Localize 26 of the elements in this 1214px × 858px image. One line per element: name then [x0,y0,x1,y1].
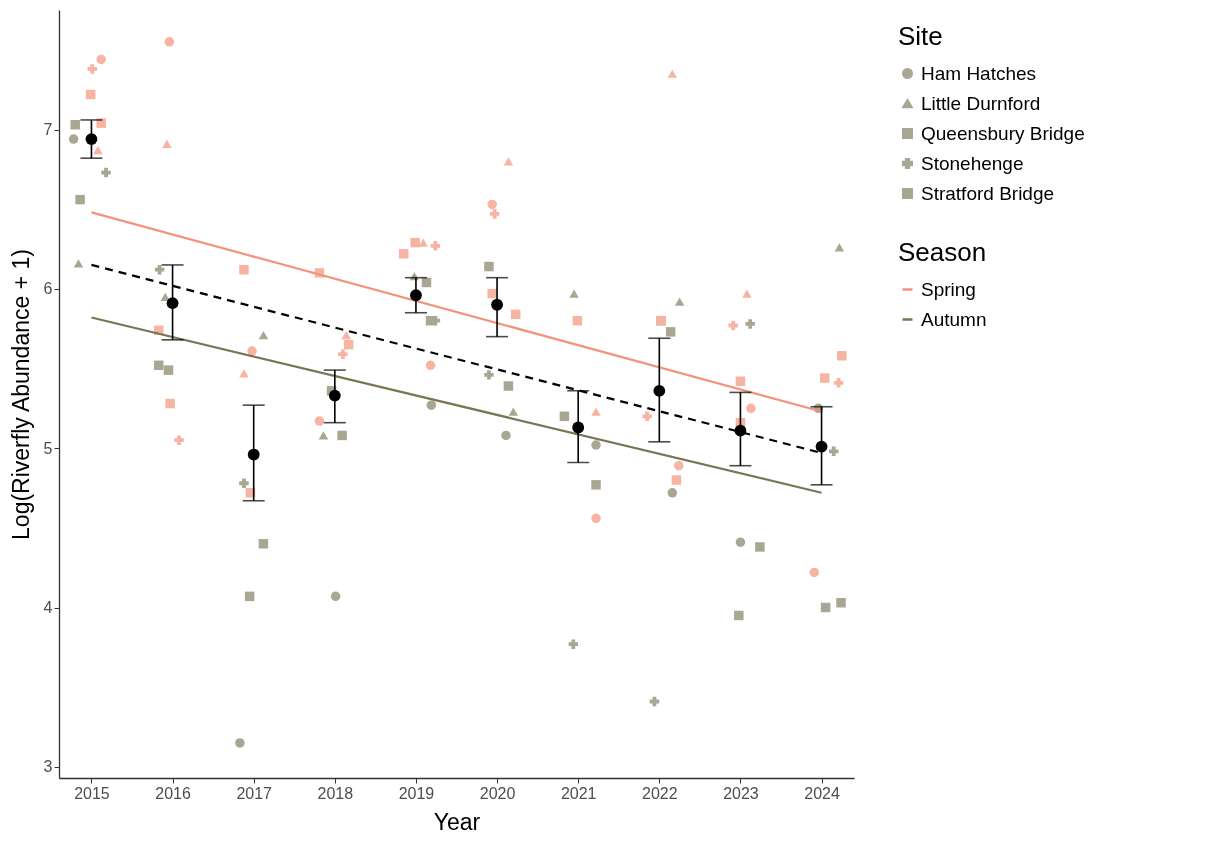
legend-label: Little Durnford [921,92,1041,114]
y-tick-label: 5 [43,439,53,457]
y-tick-label: 7 [43,121,53,138]
x-tick-label: 2016 [155,784,191,802]
text: Site [898,21,943,51]
x-tick-label: 2023 [723,784,759,802]
legend-label: Stratford Bridge [921,182,1055,204]
y-tick-label: 6 [43,280,53,298]
x-tick-label: 2020 [479,784,516,802]
y-tick-label: 3 [43,758,53,776]
x-tick-label: 2019 [398,784,435,802]
x-tick-label: 2024 [804,784,840,802]
text: Season [898,237,987,267]
x-tick-label: 2017 [236,784,273,802]
legend-label: Autumn [921,308,987,330]
legend-label: Ham Hatches [921,62,1037,84]
legend-label: Queensbury Bridge [921,122,1085,144]
x-tick-label: 2015 [74,784,110,802]
legend-label: Spring [921,278,976,300]
x-tick-label: 2022 [642,784,678,802]
x-axis-title: Year [433,808,481,835]
x-tick-label: 2018 [317,784,354,802]
legend-label: Stonehenge [921,152,1024,174]
y-tick-label: 4 [43,599,53,617]
y-axis-title: Log(Riverfly Abundance + 1) [7,249,34,540]
x-tick-label: 2021 [560,784,597,802]
